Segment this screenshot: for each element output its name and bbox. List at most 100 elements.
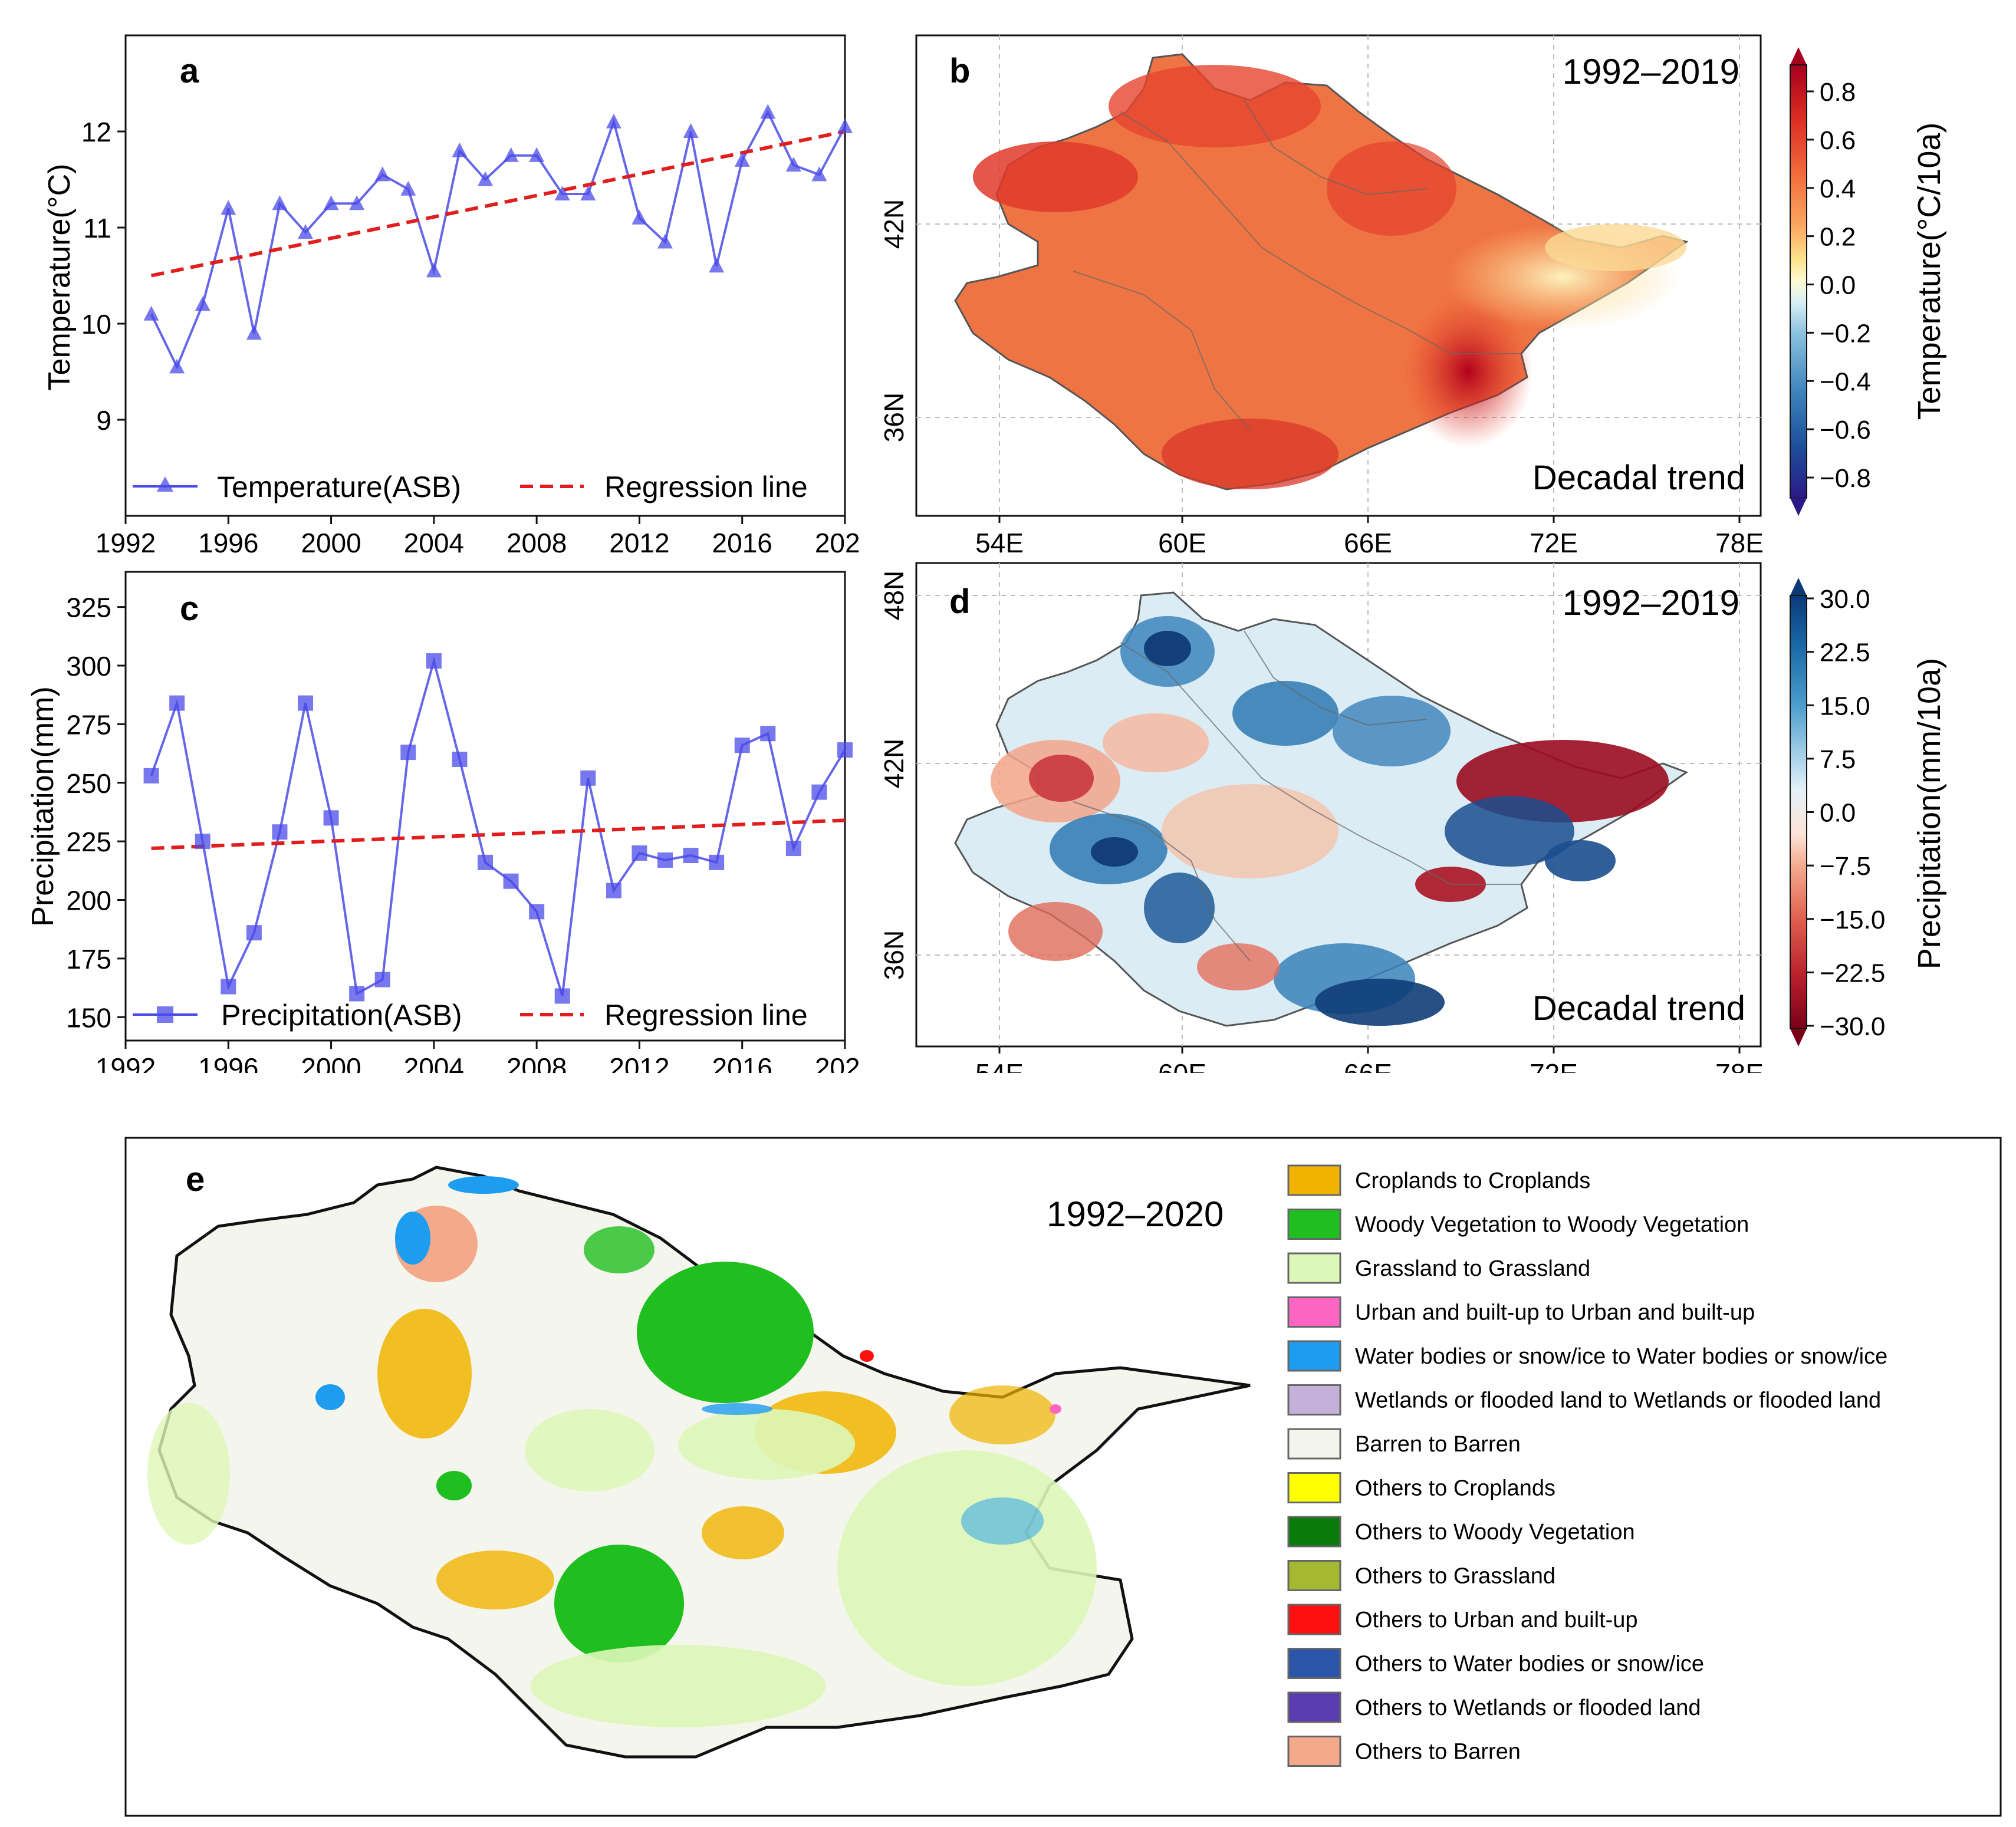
plot-frame <box>124 34 846 517</box>
y-tick-label: 150 <box>66 1002 111 1033</box>
colorbar-tick-label: 15.0 <box>1820 692 1870 720</box>
panel-b-temperature-trend-map: b 1992–2019 Decadal trend 54E 60E 66E 72E 78… <box>879 34 1947 554</box>
data-point <box>143 305 159 321</box>
x-tick-label: 2012 <box>609 1052 669 1073</box>
panel-a-temperature-chart: a 9 10 11 12 1992 1996 2000 2004 2008 2012 2016 20… <box>42 34 861 554</box>
y-tick-label: 42N <box>879 739 909 788</box>
y-tick-label: 12 <box>81 117 111 147</box>
y-tick-label: 10 <box>81 309 111 340</box>
legend-swatch <box>1287 1604 1341 1635</box>
data-point <box>221 979 236 995</box>
x-tick-label: 78E <box>1715 1058 1764 1073</box>
colorbar-tick-label: −0.6 <box>1820 416 1871 445</box>
data-point <box>426 262 442 278</box>
data-point <box>195 296 211 311</box>
colorbar-tick-label: −0.2 <box>1820 319 1871 348</box>
data-point <box>657 233 673 249</box>
plot-frame <box>124 571 846 1042</box>
y-tick-label: 275 <box>66 709 111 740</box>
x-tick-label: 2004 <box>404 528 464 554</box>
period-label: 1992–2020 <box>1047 1194 1224 1234</box>
data-point <box>503 873 519 889</box>
colorbar-tick-label: 0.6 <box>1820 126 1856 155</box>
y-tick-label: 250 <box>66 768 111 799</box>
x-tick-label: 2004 <box>404 1052 464 1073</box>
colorbar-tick-label: −7.5 <box>1820 852 1871 881</box>
data-point <box>374 972 390 987</box>
x-tick-label: 2020 <box>815 528 861 554</box>
colorbar-tick-label: 7.5 <box>1820 745 1856 774</box>
legend-swatch <box>1287 1516 1341 1548</box>
panel-label-a: a <box>180 52 199 90</box>
data-point <box>246 325 262 340</box>
legend-label: Others to Grassland <box>1355 1564 1555 1589</box>
map-caption: Decadal trend <box>1532 989 1745 1028</box>
legend-label: Grassland to Grassland <box>1355 1256 1590 1281</box>
data-point <box>657 852 673 868</box>
data-point <box>503 147 519 162</box>
data-point <box>323 195 339 210</box>
panel-e-land-cover-change-map: e 1992–2020 Croplands to Croplands Woody … <box>124 1137 2002 1817</box>
data-point <box>709 258 725 273</box>
legend-swatch <box>1287 1340 1341 1372</box>
y-tick-label: 200 <box>66 885 111 916</box>
data-point <box>554 185 570 200</box>
data-point <box>143 768 159 784</box>
land-cover-patches <box>147 1176 1097 1727</box>
legend-label: Wetlands or flooded land to Wetlands or … <box>1355 1388 1881 1413</box>
data-point <box>734 152 750 167</box>
data-point <box>195 834 211 850</box>
data-point <box>606 883 621 898</box>
legend-swatch <box>1287 1164 1341 1196</box>
y-tick-label: 36N <box>879 930 909 980</box>
data-point <box>785 157 801 172</box>
legend-swatch <box>1287 1736 1341 1767</box>
colorbar: 30.0 22.5 15.0 7.5 0.0 −7.5 −15.0 −22.5 −30.0 Pr… <box>1790 578 1947 1046</box>
data-point <box>760 104 776 119</box>
colorbar: 0.8 0.6 0.4 0.2 0.0 −0.2 −0.4 −0.6 −0.8 Temperat… <box>1790 47 1947 516</box>
data-point <box>811 166 827 182</box>
colorbar-tick-label: 22.5 <box>1820 638 1870 667</box>
data-point <box>323 810 339 826</box>
data-point <box>349 986 365 1002</box>
data-point <box>478 171 493 186</box>
legend-label: Others to Woody Vegetation <box>1355 1520 1635 1545</box>
data-point <box>760 726 776 742</box>
legend-label-temperature: Temperature(ASB) <box>217 470 461 503</box>
x-tick-label: 2008 <box>507 1052 567 1073</box>
data-point <box>374 166 390 182</box>
legend-swatch <box>1287 1209 1341 1240</box>
regression-line <box>151 818 846 851</box>
panel-d-precipitation-trend-map: d 1992–2019 Decadal trend 54E 60E 66E 72E 78… <box>879 562 1947 1073</box>
data-point <box>426 653 442 669</box>
legend-label: Others to Water bodies or snow/ice <box>1355 1652 1704 1677</box>
panel-label-c: c <box>180 590 199 628</box>
colorbar-label: Temperature(°C/10a) <box>1912 123 1947 420</box>
data-point <box>632 209 647 225</box>
y-tick-label: 36N <box>879 393 909 442</box>
x-tick-label: 2016 <box>712 528 772 554</box>
colorbar-tick-label: 0.4 <box>1820 175 1856 203</box>
y-axis-label: Temperature(°C) <box>42 164 77 391</box>
legend-swatch <box>1287 1428 1341 1460</box>
data-point <box>837 742 853 758</box>
data-point <box>580 770 596 786</box>
y-tick-label: 9 <box>96 405 111 436</box>
colorbar-tick-label: 0.0 <box>1820 271 1856 300</box>
x-tick-label: 72E <box>1530 1058 1578 1073</box>
legend-label: Water bodies or snow/ice to Water bodies… <box>1355 1344 1887 1369</box>
legend: Croplands to Croplands Woody Vegetation t… <box>1287 1164 1887 1767</box>
x-tick-label: 66E <box>1344 528 1392 554</box>
x-tick-label: 78E <box>1715 528 1764 554</box>
colorbar-tick-label: −30.0 <box>1820 1012 1885 1041</box>
legend-label-precipitation: Precipitation(ASB) <box>221 999 462 1032</box>
data-point <box>478 854 493 870</box>
x-tick-label: 1992 <box>96 1052 156 1073</box>
legend-label-regression: Regression line <box>604 470 808 503</box>
legend-label: Others to Barren <box>1355 1740 1521 1765</box>
colorbar-tick-label: −22.5 <box>1820 959 1885 987</box>
y-tick-label: 42N <box>879 199 909 249</box>
data-point <box>734 738 750 753</box>
panel-label-e: e <box>186 1160 205 1199</box>
panel-label-d: d <box>949 582 970 621</box>
